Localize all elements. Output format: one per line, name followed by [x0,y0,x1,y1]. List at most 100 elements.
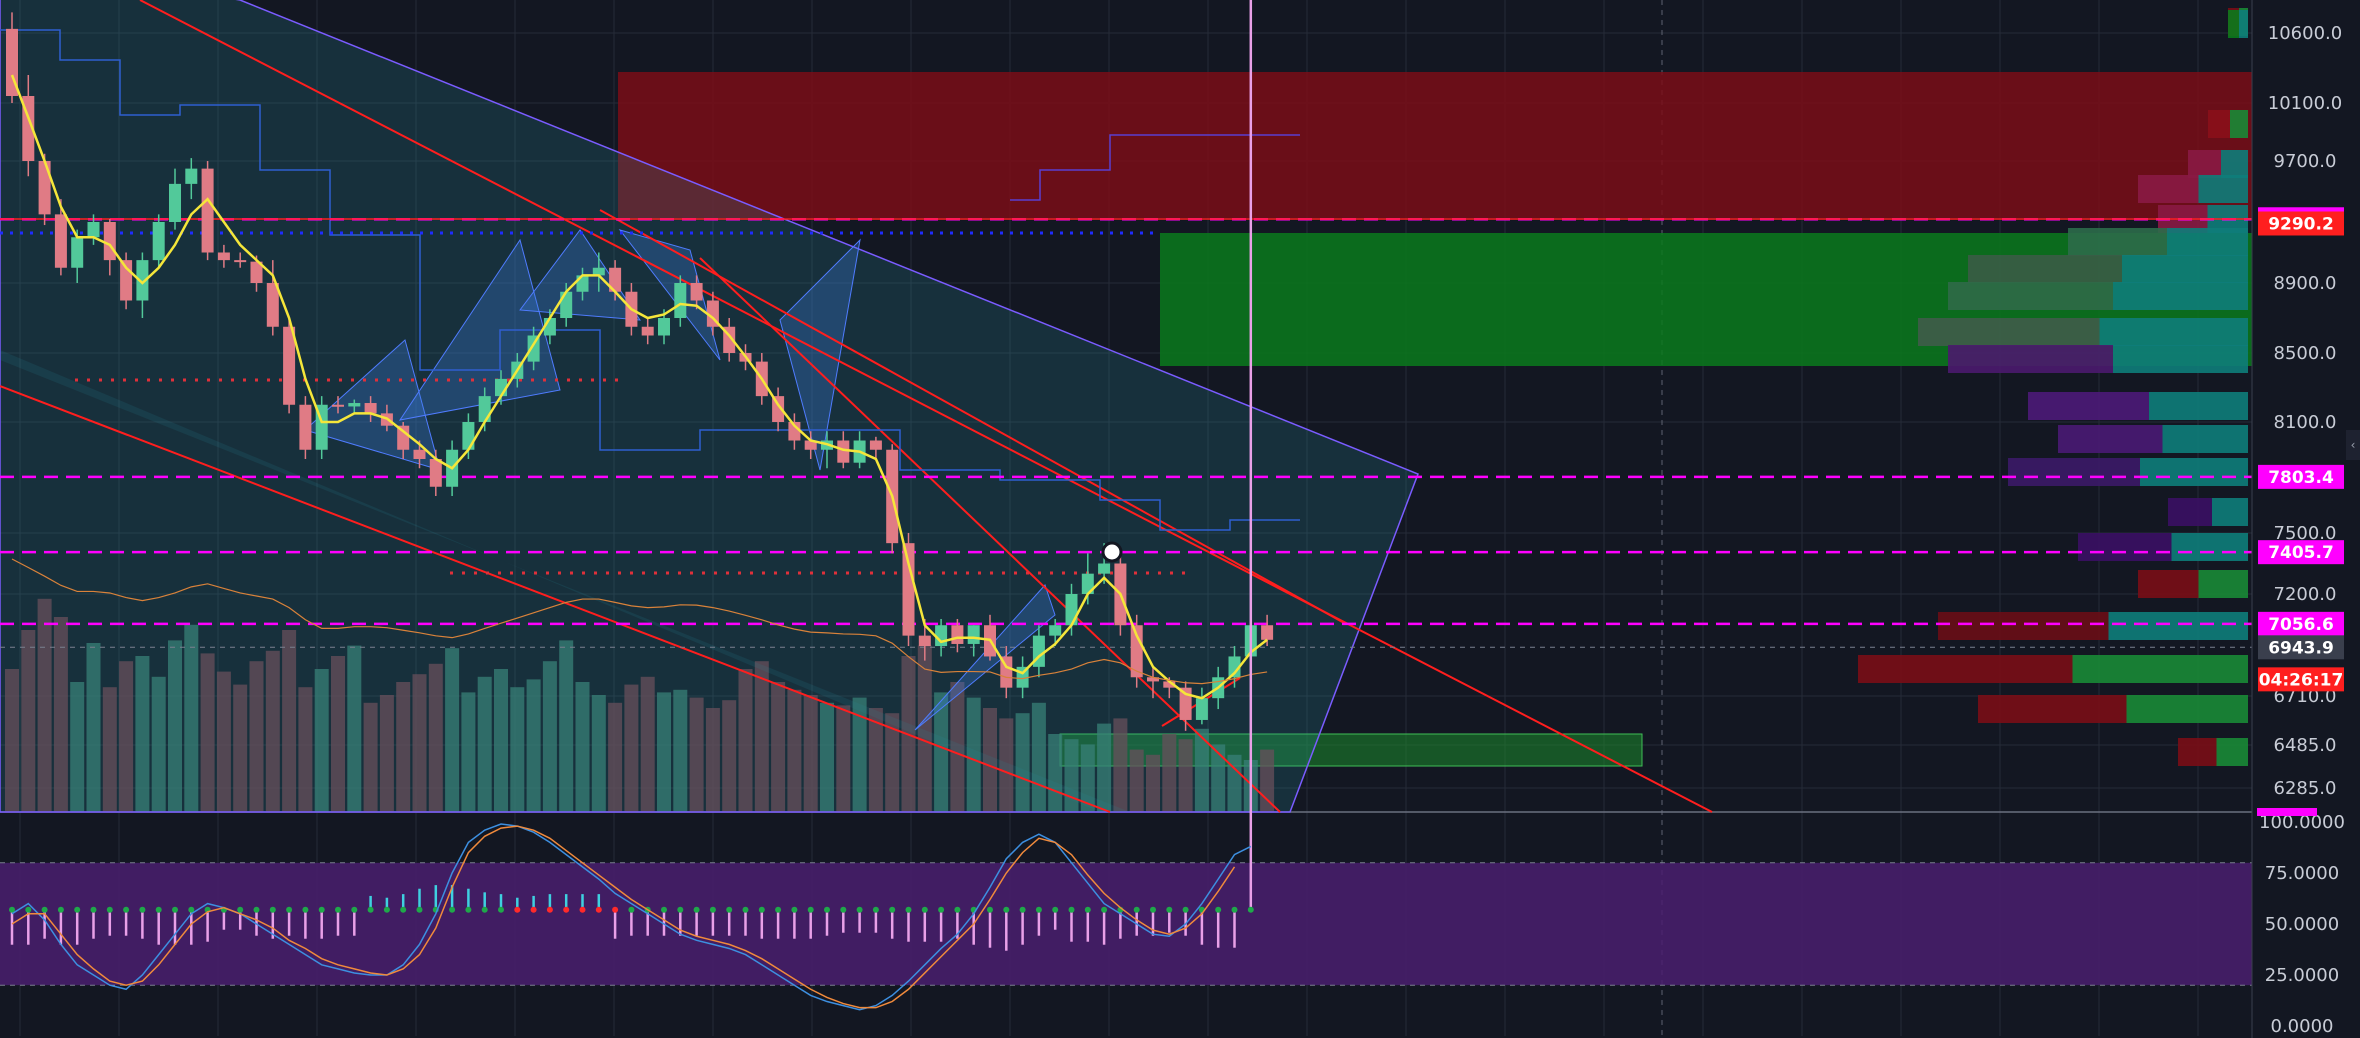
signal-dot [726,906,733,913]
volume-bar [999,718,1014,812]
signal-dot [25,906,32,913]
signal-dot [775,906,782,913]
candle-body [87,222,100,238]
oscillator-tick-label: 50.0000 [2265,914,2339,935]
candle-body [283,326,296,405]
volume-bar [673,689,688,812]
volume-bar [1194,728,1209,812]
volume-bar [787,689,802,812]
signal-dot [465,906,472,913]
candle-body [413,449,426,459]
price-tick-label: 6485.0 [2274,735,2337,756]
candle-body [690,283,703,301]
profile-bar-left [1938,612,2109,640]
signal-dot [123,906,130,913]
price-label: 9290.2 [2268,214,2334,234]
pattern-triangle [914,584,1056,731]
price-label: 04:26:17 [2259,670,2344,690]
candle-body [674,283,687,318]
candle-body [1147,677,1159,682]
profile-bar-right [2230,110,2248,138]
volume-bar [526,679,541,812]
price-tick-label: 10100.0 [2268,93,2342,114]
volume-bar [314,669,329,812]
candle-body [234,260,247,263]
volume-bar [1227,754,1242,812]
signal-dot [41,906,48,913]
volume-bar [1097,723,1112,812]
volume-bar [738,669,753,812]
candle-body [478,396,491,422]
pattern-triangle [779,238,861,471]
volume-bar [168,640,182,812]
profile-bar-right [2216,738,2248,766]
volume-bar [657,692,671,812]
profile-bar-left [1968,255,2122,283]
volume-bar [445,648,460,812]
volume-bar [1064,739,1079,812]
moving-average-yellow [10,74,1268,700]
profile-bar-right [2108,612,2248,640]
volume-bar [200,653,215,812]
volume-bar [722,700,737,812]
price-tick-label: 10600.0 [2268,23,2342,44]
chevron-left-icon[interactable]: ‹ [2346,430,2360,460]
volume-bar [1129,749,1144,812]
volume-bar [1178,739,1193,812]
volume-bar [37,598,52,812]
candle-body [1049,625,1062,636]
volume-bar [119,661,134,812]
profile-bar-left [1918,318,2100,346]
volume-bars [5,598,1275,812]
signal-dot [416,906,423,913]
profile-bar-left [2208,110,2230,138]
volume-bar [934,692,949,812]
candle-body [169,183,181,222]
signal-dot [90,906,97,913]
candle-body [1130,625,1143,678]
trendline [599,209,1347,625]
volume-bar [331,656,345,812]
resistance-zone [618,72,2252,218]
price-label-box [2258,211,2344,236]
signal-dot [677,906,684,913]
signal-dot [987,906,993,913]
signal-dot [530,906,537,913]
candle-body [429,459,442,487]
signal-dot [57,906,64,913]
signal-dot [693,906,700,913]
volume-bar [53,617,68,812]
candle-body [299,404,312,450]
profile-bar-left [1858,655,2073,683]
volume-bar [184,624,199,812]
volume-bar [640,676,655,812]
candle-body [462,422,475,450]
volume-bar [885,713,900,812]
signal-dot [1133,906,1140,913]
signal-dot [1247,906,1254,913]
moving-average-orange [11,558,1268,685]
signal-dot [938,906,945,913]
signal-dot [9,906,15,913]
profile-bar-left [2058,425,2163,453]
price-axis: 10600.0 10100.0 9700.0 8900.0 8500.0 8100.0 75… [2251,0,2360,1038]
signal-dot [1150,906,1156,913]
volume-bar [1031,702,1046,812]
candle-body [71,237,84,268]
oscillator-panel [0,0,2252,1011]
price-label-box [2258,635,2344,660]
signal-dot [269,906,276,913]
candle-body [1098,563,1111,574]
volume-bar [559,640,574,812]
profile-bar-right [2212,498,2248,526]
candle-body [185,168,198,184]
signal-dot [481,906,488,913]
candle-body [902,543,915,636]
signal-dot [106,906,113,913]
volume-bar [689,697,704,812]
signal-dot [954,906,961,913]
profile-bar-right [2198,570,2248,598]
signal-dot [1019,906,1026,913]
signal-dot [1052,906,1059,913]
